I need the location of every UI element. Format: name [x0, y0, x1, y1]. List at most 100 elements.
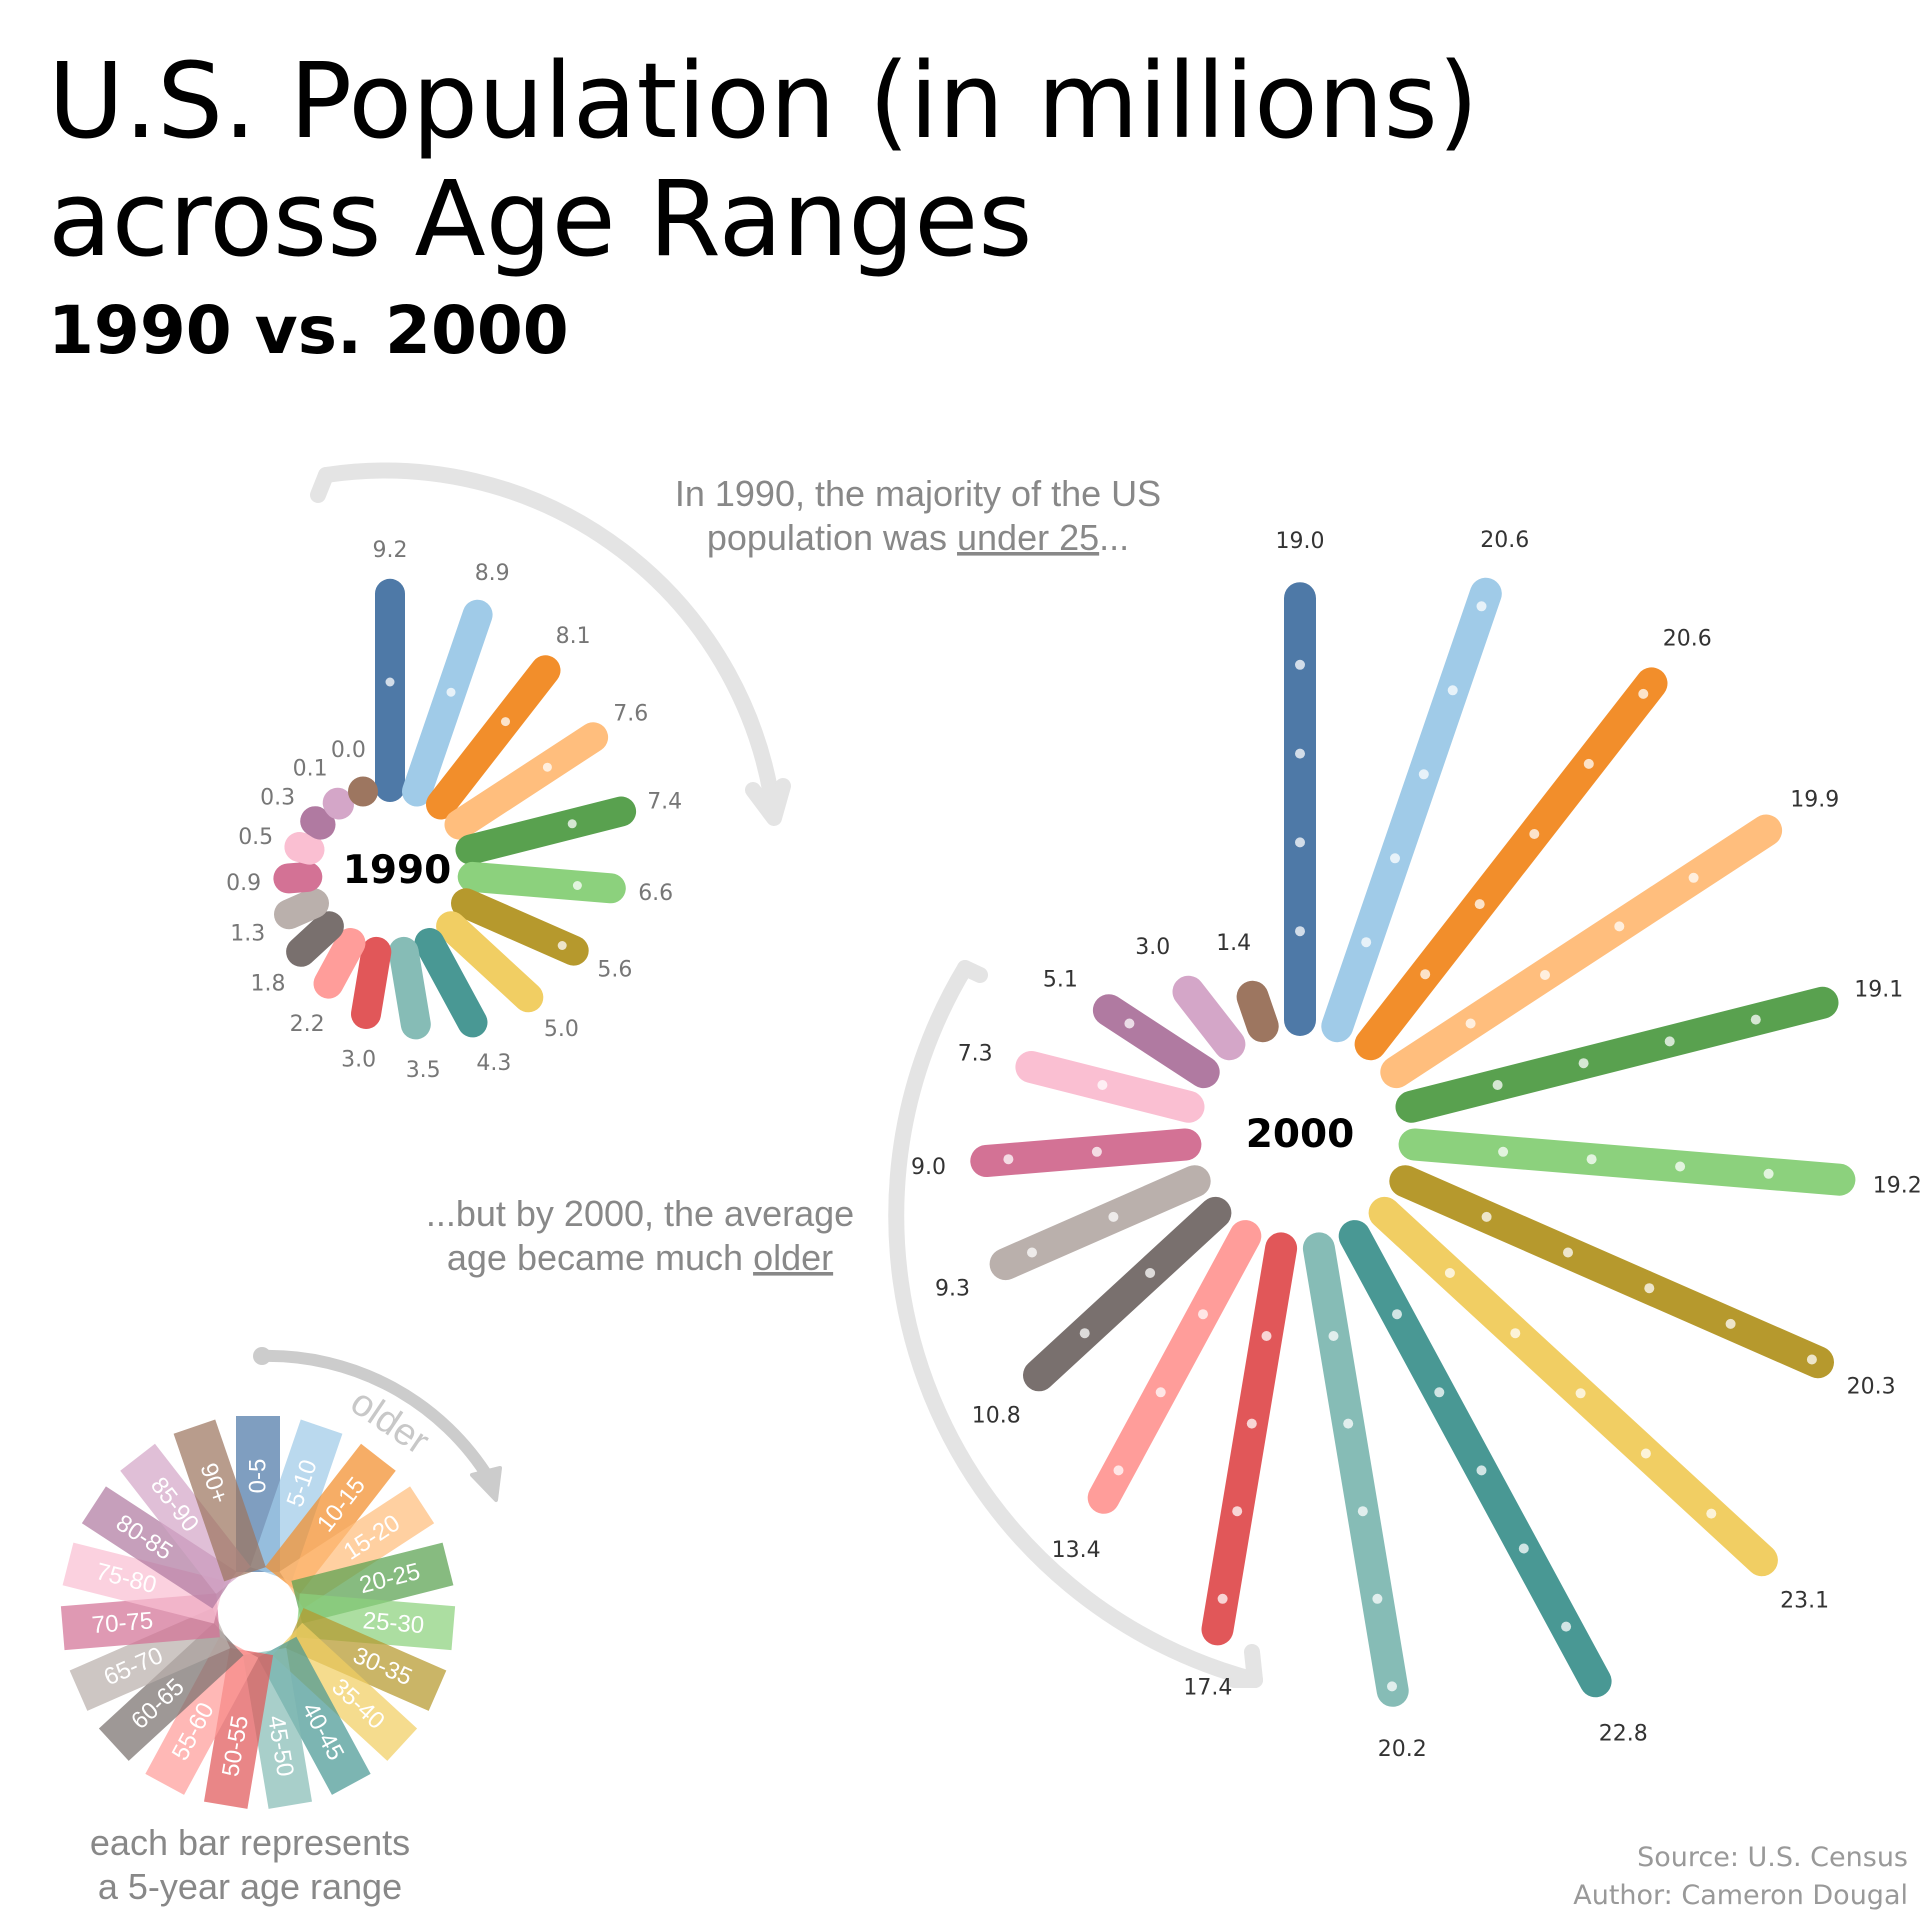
bar-dot-2000-15-20 [1465, 1018, 1476, 1029]
bar-2000-10-15 [1354, 667, 1668, 1061]
bar-dot-2000-45-50 [1372, 1593, 1383, 1604]
bar-1990-30-35 [451, 888, 589, 966]
value-label-2000-5-10: 20.6 [1480, 528, 1529, 553]
bar-dot-2000-10-15 [1474, 899, 1485, 910]
note-1990-line-2-post: ... [1099, 517, 1129, 558]
bar-dot-2000-45-50 [1387, 1681, 1397, 1692]
note-1990-line-1: In 1990, the majority of the US [675, 473, 1161, 514]
bar-dot-2000-5-10 [1476, 601, 1487, 612]
bar-dot-2000-75-80 [1097, 1080, 1108, 1090]
bar-dot-2000-20-25 [1578, 1058, 1589, 1069]
value-label-1990-20-25: 7.4 [647, 789, 682, 814]
bar-2000-5-10 [1321, 577, 1502, 1043]
bar-dot-2000-10-15 [1638, 688, 1649, 699]
bar-1990-10-15 [426, 655, 561, 820]
value-label-1990-10-15: 8.1 [556, 624, 591, 649]
arrow-1990-arc-icon [318, 462, 782, 823]
bar-1990-65-70 [274, 888, 329, 930]
bar-1990-60-65 [286, 911, 344, 967]
bar-2000-80-85 [1092, 994, 1220, 1089]
bar-1990-5-10 [402, 599, 493, 807]
bar-dot-2000-40-45 [1561, 1621, 1572, 1632]
note-2000-line-2: age became much older [447, 1237, 833, 1278]
bar-dot-2000-40-45 [1434, 1387, 1445, 1398]
value-label-2000-0-5: 19.0 [1276, 529, 1325, 554]
value-label-2000-75-80: 7.3 [958, 1042, 993, 1067]
bar-2000-90+ [1236, 980, 1279, 1043]
bar-2000-75-80 [1015, 1051, 1205, 1123]
bar-dot-2000-20-25 [1664, 1036, 1675, 1047]
bar-1990-50-55 [351, 936, 392, 1029]
bar-1990-75-80 [284, 832, 325, 865]
radial-chart-2000: 19.0 20.6 20.6 19.9 19.1 19.2 20.3 23.1 22.8 20.2… [911, 528, 1920, 1762]
bar-dot-2000-35-40 [1444, 1268, 1455, 1278]
legend-arrow-dot-icon [253, 1347, 271, 1365]
bar-dot-2000-30-35 [1481, 1211, 1492, 1222]
bar-1990-85-90 [322, 787, 354, 820]
bar-dot-2000-35-40 [1640, 1448, 1651, 1459]
bar-2000-30-35 [1389, 1165, 1834, 1379]
arrow-2000-head-icon [1226, 1644, 1263, 1688]
value-label-1990-45-50: 3.5 [406, 1058, 441, 1083]
value-label-1990-35-40: 5.0 [544, 1017, 579, 1042]
author-credit: Author: Cameron Dougal [1573, 1880, 1908, 1911]
bar-dot-2000-35-40 [1510, 1328, 1521, 1339]
chart-title: U.S. Population (in millions) across Age… [48, 42, 1478, 278]
bar-dot-2000-10-15 [1583, 758, 1594, 769]
value-label-2000-45-50: 20.2 [1378, 1737, 1427, 1762]
value-label-2000-70-75: 9.0 [911, 1155, 946, 1180]
legend-wheel: 0-5 5-1010-1515-2020-2525-3030-3535-4040-… [60, 1416, 456, 1809]
legend-center [228, 1582, 288, 1642]
value-label-1990-15-20: 7.6 [613, 702, 648, 727]
bar-2000-25-30 [1398, 1128, 1856, 1196]
bar-dot-2000-65-70 [1108, 1211, 1119, 1222]
center-label-2000: 2000 [1246, 1112, 1355, 1157]
bar-dot-2000-50-55 [1217, 1593, 1228, 1604]
bar-2000-85-90 [1172, 975, 1246, 1061]
bar-dot-2000-5-10 [1361, 937, 1372, 948]
bar-dot-2000-60-65 [1079, 1328, 1090, 1339]
bar-dot-1990-10-15 [501, 717, 510, 727]
value-label-2000-35-40: 23.1 [1780, 1589, 1829, 1614]
bar-dot-2000-30-35 [1725, 1318, 1736, 1329]
bar-dot-1990-0-5 [385, 677, 395, 687]
bar-dot-2000-40-45 [1518, 1543, 1529, 1554]
source-credit: Source: U.S. Census [1637, 1842, 1908, 1873]
bar-dot-2000-45-50 [1357, 1506, 1368, 1517]
value-label-1990-30-35: 5.6 [597, 958, 632, 983]
bar-dot-2000-0-5 [1295, 748, 1305, 759]
bar-dot-2000-30-35 [1644, 1283, 1655, 1294]
bar-1990-55-60 [313, 928, 366, 999]
bar-dot-2000-25-30 [1763, 1168, 1774, 1179]
bar-dot-2000-45-50 [1328, 1331, 1339, 1341]
value-label-2000-50-55: 17.4 [1183, 1676, 1232, 1701]
bar-dot-2000-15-20 [1540, 970, 1550, 980]
bar-1990-45-50 [388, 936, 431, 1040]
legend-label-70-75: 70-75 [91, 1607, 154, 1639]
bar-dot-1990-5-10 [446, 687, 456, 697]
bar-dot-2000-70-75 [1091, 1146, 1102, 1157]
bar-dot-1990-25-30 [572, 881, 582, 890]
value-label-1990-5-10: 8.9 [475, 561, 510, 586]
value-label-1990-75-80: 0.5 [238, 825, 273, 850]
note-2000-underlined: older [753, 1237, 833, 1278]
bar-1990-20-25 [455, 796, 637, 865]
radial-chart-1990: 9.2 8.9 8.1 7.6 7.4 6.6 5.6 5.0 4.3 3.5 3.0 2.21.8 1… [226, 538, 682, 1083]
value-label-2000-40-45: 22.8 [1599, 1721, 1648, 1746]
bar-1990-80-85 [300, 806, 336, 840]
note-1990-line-2-pre: population was [707, 517, 957, 558]
chart-subtitle: 1990 vs. 2000 [48, 292, 569, 369]
legend-arrow-arc-icon [256, 1349, 496, 1486]
arrow-2000-tail-icon [957, 960, 988, 983]
bar-2000-15-20 [1380, 814, 1783, 1089]
legend-caption-line-1: each bar represents [90, 1822, 410, 1863]
bar-dot-2000-45-50 [1343, 1418, 1354, 1429]
bar-1990-70-75 [273, 861, 323, 894]
legend-caption-line-2: a 5-year age range [98, 1866, 402, 1907]
value-label-2000-10-15: 20.6 [1663, 627, 1712, 652]
bar-dot-2000-25-30 [1586, 1154, 1597, 1165]
value-label-2000-20-25: 19.1 [1854, 977, 1903, 1002]
legend-label-25-30: 25-30 [362, 1607, 425, 1639]
bar-dot-2000-20-25 [1492, 1080, 1503, 1090]
